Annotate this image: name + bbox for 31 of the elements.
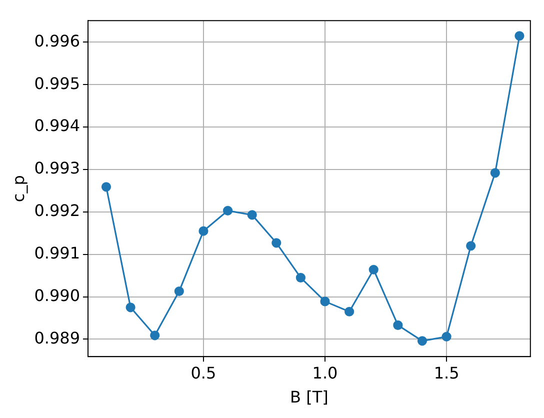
y-tick-label: 0.991 [34, 244, 80, 263]
point [393, 320, 403, 330]
point [417, 336, 428, 346]
point [466, 241, 476, 251]
point [101, 182, 112, 192]
point [174, 286, 184, 296]
x-tick-label: 1.0 [312, 363, 338, 382]
point [222, 206, 233, 216]
x-tick-label: 0.5 [190, 363, 216, 382]
y-tick-label: 0.995 [34, 74, 80, 93]
point [320, 296, 330, 306]
x-tick-label: 1.5 [434, 363, 460, 382]
y-axis-title: c_p [8, 175, 28, 202]
y-tick-label: 0.989 [34, 328, 80, 348]
point [344, 306, 354, 316]
point [296, 272, 306, 282]
point [150, 330, 160, 340]
point [442, 332, 452, 342]
x-axis-title: B [T] [290, 388, 328, 407]
point [198, 226, 208, 236]
y-tick-label: 0.992 [34, 201, 80, 220]
y-tick-label: 0.990 [34, 286, 80, 305]
y-tick-label: 0.993 [34, 158, 80, 178]
y-tick-label: 0.994 [34, 116, 80, 136]
point [514, 31, 524, 41]
point [368, 264, 378, 274]
y-tick-label: 0.996 [34, 31, 80, 50]
point [490, 168, 500, 178]
point [247, 210, 257, 220]
point [272, 238, 282, 248]
point [126, 302, 136, 312]
